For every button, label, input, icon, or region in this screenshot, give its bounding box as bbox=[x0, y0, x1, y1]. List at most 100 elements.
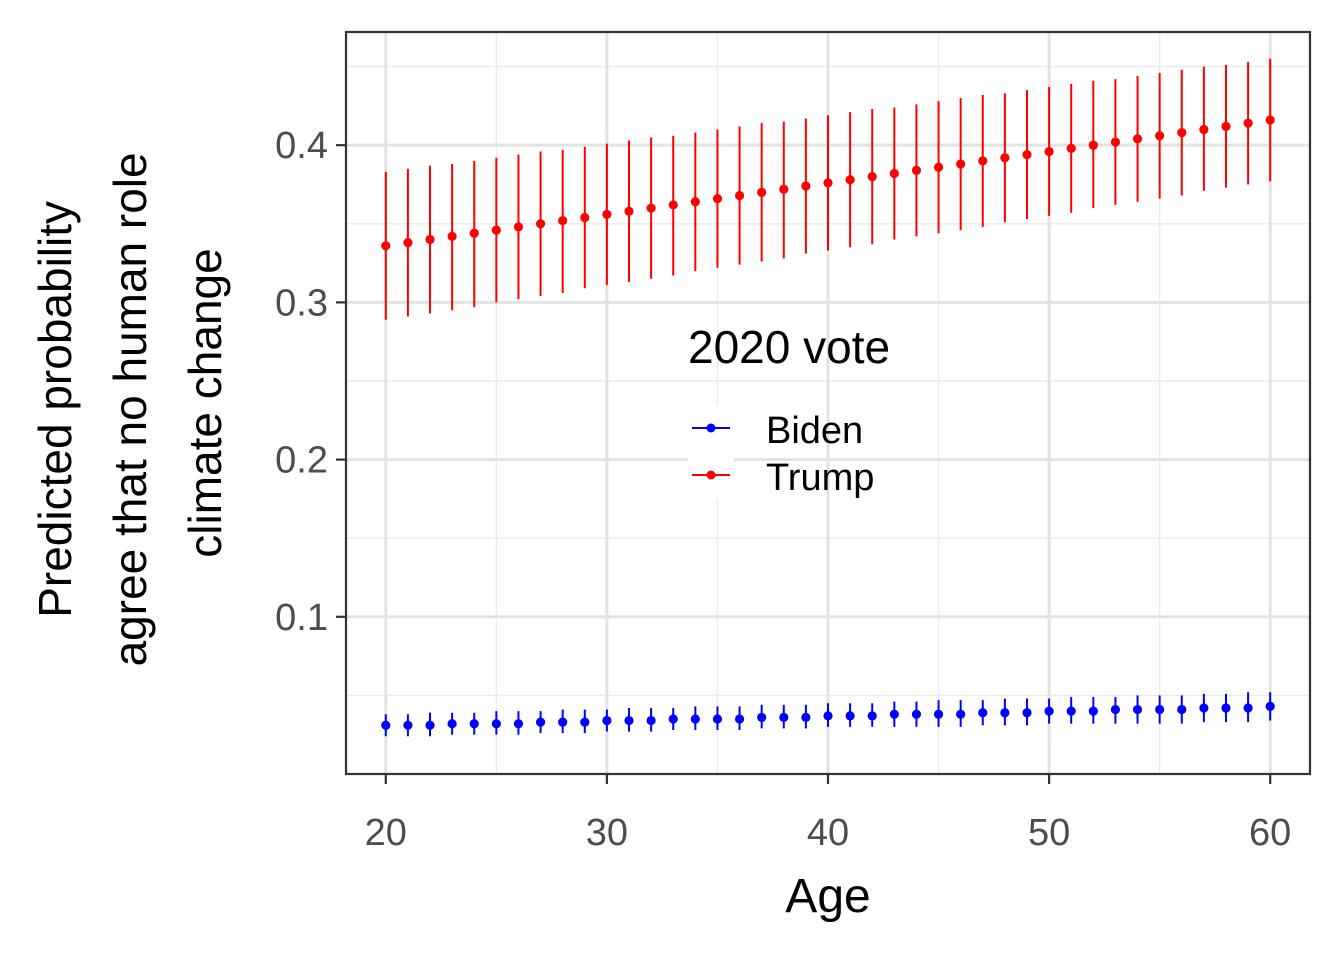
biden-point bbox=[889, 709, 899, 719]
trump-point bbox=[956, 159, 966, 169]
trump-point bbox=[646, 203, 656, 213]
trump-point bbox=[801, 181, 811, 191]
biden-point bbox=[425, 720, 435, 730]
series-biden bbox=[381, 692, 1275, 737]
legend-key-biden bbox=[688, 406, 734, 452]
legend-key-point bbox=[706, 423, 716, 433]
biden-point bbox=[911, 709, 922, 719]
trump-point bbox=[933, 162, 944, 172]
trump-point bbox=[668, 200, 678, 210]
biden-point bbox=[646, 715, 656, 726]
biden-point bbox=[1066, 706, 1076, 716]
trump-point bbox=[867, 172, 877, 182]
trump-point bbox=[1243, 118, 1253, 128]
trump-point bbox=[1177, 128, 1187, 138]
legend-key-point bbox=[706, 470, 716, 480]
trump-point bbox=[1199, 124, 1209, 135]
biden-point bbox=[1132, 704, 1143, 715]
biden-point bbox=[1265, 701, 1275, 712]
legend-label-biden: Biden bbox=[766, 410, 863, 452]
trump-point bbox=[381, 241, 391, 251]
trump-point bbox=[1221, 121, 1231, 131]
x-tick-label: 60 bbox=[1249, 812, 1291, 854]
biden-point bbox=[978, 708, 988, 718]
biden-point bbox=[779, 712, 789, 723]
biden-point bbox=[801, 712, 811, 723]
biden-point bbox=[491, 719, 501, 729]
biden-point bbox=[1022, 708, 1032, 718]
y-tick-label: 0.3 bbox=[275, 282, 328, 324]
trump-point bbox=[823, 178, 833, 188]
trump-point bbox=[624, 206, 634, 216]
biden-point bbox=[1199, 703, 1209, 713]
trump-point bbox=[889, 168, 899, 179]
axis-ticks bbox=[336, 144, 1272, 784]
trump-point bbox=[712, 194, 723, 204]
trump-point bbox=[1000, 153, 1010, 163]
x-tick-label: 20 bbox=[365, 812, 407, 854]
y-tick-label: 0.2 bbox=[275, 440, 328, 482]
biden-point bbox=[580, 717, 590, 727]
biden-point bbox=[381, 720, 391, 730]
trump-point bbox=[469, 228, 479, 238]
biden-point bbox=[734, 714, 745, 724]
y-axis-title-line-3: climate change bbox=[179, 248, 231, 557]
trump-point bbox=[734, 190, 745, 201]
svg-text:Predicted probability ag: Predicted probability agree that no huma… bbox=[29, 140, 231, 667]
trump-point bbox=[535, 219, 546, 229]
trump-point bbox=[1110, 137, 1121, 147]
trump-point bbox=[845, 175, 855, 185]
trump-point bbox=[580, 212, 590, 223]
trump-point bbox=[757, 187, 767, 197]
biden-point bbox=[845, 711, 855, 721]
biden-point bbox=[690, 714, 700, 724]
trump-point bbox=[779, 184, 789, 194]
trump-point bbox=[513, 222, 524, 232]
x-tick-label: 40 bbox=[807, 812, 849, 854]
legend: 2020 vote Biden Trump bbox=[688, 321, 890, 499]
tick-labels: 20 30 40 50 60 0.1 0.2 0.3 0.4 bbox=[275, 125, 1291, 854]
biden-point bbox=[1000, 708, 1010, 718]
trump-point bbox=[978, 156, 988, 166]
biden-point bbox=[624, 715, 634, 726]
trump-point bbox=[491, 225, 501, 235]
legend-key-trump bbox=[688, 452, 734, 498]
x-tick-label: 50 bbox=[1028, 812, 1070, 854]
biden-point bbox=[1044, 706, 1054, 716]
trump-point bbox=[1132, 134, 1143, 144]
biden-point bbox=[469, 719, 479, 729]
trump-point bbox=[425, 234, 435, 245]
y-tick-label: 0.4 bbox=[275, 125, 328, 167]
y-axis-title: Predicted probability agree that no huma… bbox=[29, 140, 231, 667]
biden-point bbox=[1221, 703, 1231, 713]
biden-point bbox=[933, 709, 944, 719]
biden-point bbox=[867, 711, 877, 721]
biden-point bbox=[1088, 706, 1098, 716]
biden-point bbox=[447, 719, 457, 729]
trump-point bbox=[690, 197, 700, 207]
biden-point bbox=[668, 714, 678, 724]
y-axis-title-line-2: agree that no human role bbox=[104, 152, 156, 666]
biden-point bbox=[513, 719, 524, 729]
y-axis-title-line-1: Predicted probability bbox=[29, 201, 81, 618]
biden-point bbox=[956, 709, 966, 719]
biden-point bbox=[1155, 704, 1165, 715]
trump-point bbox=[403, 238, 413, 248]
data-marks bbox=[381, 58, 1275, 737]
y-tick-label: 0.1 bbox=[275, 597, 328, 639]
trump-point bbox=[558, 216, 568, 226]
x-tick-label: 30 bbox=[586, 812, 628, 854]
legend-title: 2020 vote bbox=[688, 321, 890, 373]
biden-point bbox=[712, 714, 723, 724]
biden-point bbox=[558, 717, 568, 727]
biden-point bbox=[757, 712, 767, 723]
series-trump bbox=[381, 58, 1275, 320]
biden-point bbox=[602, 715, 612, 726]
x-axis-title: Age bbox=[785, 870, 870, 923]
trump-point bbox=[602, 209, 612, 219]
trump-point bbox=[1155, 131, 1165, 141]
trump-point bbox=[447, 231, 457, 241]
trump-point bbox=[1044, 146, 1054, 157]
biden-point bbox=[1177, 704, 1187, 715]
